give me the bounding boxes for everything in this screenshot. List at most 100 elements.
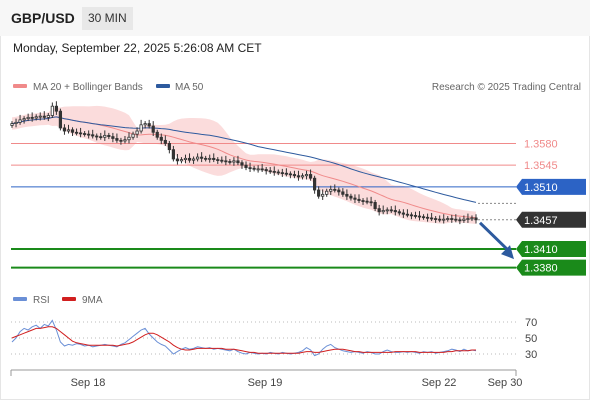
candle — [183, 154, 188, 164]
candles-layer — [10, 101, 478, 225]
candle — [248, 162, 252, 172]
candle — [78, 127, 83, 138]
rsi-ma-legend-label: 9MA — [82, 295, 103, 306]
x-tick-label: Sep 19 — [248, 377, 283, 389]
candle — [107, 132, 111, 140]
candle — [462, 215, 466, 223]
candle — [417, 211, 422, 221]
candle — [70, 127, 75, 136]
candle — [405, 209, 410, 218]
candle — [389, 206, 393, 213]
header-bar: GBP/USD 30 MIN — [0, 0, 590, 36]
symbol-title: GBP/USD — [11, 10, 75, 26]
candle — [333, 184, 337, 193]
x-tick-label: Sep 30 — [488, 377, 523, 389]
candle — [361, 198, 365, 205]
candle — [46, 113, 50, 122]
candle — [341, 188, 345, 197]
levels-layer — [11, 142, 516, 269]
candle — [171, 145, 175, 162]
candle — [26, 113, 30, 122]
candle — [337, 187, 341, 196]
level-tag-support — [516, 240, 586, 257]
candle — [127, 132, 131, 144]
level-label: 1.3545 — [524, 160, 558, 172]
candle — [38, 112, 42, 121]
candle — [280, 168, 284, 177]
candle — [450, 214, 454, 223]
candle — [357, 194, 361, 204]
candle — [66, 124, 71, 134]
candle — [54, 101, 58, 115]
candle — [321, 189, 325, 200]
rsi-tick-label: 70 — [525, 317, 537, 329]
candle — [30, 112, 34, 122]
rsi-ma-legend-swatch — [62, 297, 76, 301]
ma50-legend-swatch — [156, 84, 170, 88]
forecast-arrow-head — [501, 245, 514, 260]
candle — [204, 155, 208, 162]
candle — [111, 132, 115, 143]
candle — [304, 170, 309, 180]
copyright-label: Research © 2025 Trading Central — [432, 82, 581, 93]
moving-average-layer — [11, 116, 477, 219]
candle — [50, 102, 54, 118]
rsi-legend-swatch — [13, 297, 27, 301]
x-axis: Sep 18 Sep 19 Sep 22 Sep 30 — [10, 369, 523, 389]
candle — [220, 156, 224, 164]
rsi-tick-label: 30 — [525, 349, 537, 361]
candle — [353, 194, 357, 204]
timeframe-badge[interactable]: 30 MIN — [82, 7, 133, 30]
candle — [329, 185, 333, 195]
candle — [393, 205, 397, 216]
candle — [325, 188, 329, 197]
candle — [83, 131, 87, 137]
candle — [296, 170, 301, 181]
level-tag-last — [516, 211, 586, 228]
candle — [272, 166, 276, 176]
candle — [385, 207, 389, 215]
level-label: 1.3510 — [524, 182, 558, 194]
candle — [425, 213, 430, 222]
candle — [115, 133, 119, 143]
candle — [216, 157, 220, 164]
candle — [139, 119, 143, 134]
candle — [159, 133, 163, 145]
candle — [369, 196, 373, 207]
level-label: 1.3410 — [524, 244, 558, 256]
candle — [244, 161, 248, 171]
candle — [381, 205, 385, 215]
candle — [34, 114, 38, 121]
candle — [421, 214, 426, 220]
candle — [236, 155, 240, 166]
candle — [143, 121, 147, 129]
candle — [119, 137, 123, 145]
candle — [288, 171, 293, 179]
candle — [74, 128, 79, 136]
candle — [474, 214, 478, 224]
candle — [95, 133, 99, 141]
candle — [446, 216, 450, 222]
candle — [284, 168, 288, 177]
candle — [470, 215, 474, 222]
candle — [397, 209, 401, 216]
candle — [224, 155, 228, 166]
candle — [349, 193, 353, 201]
ma50-legend-label: MA 50 — [175, 82, 204, 93]
candle — [260, 163, 264, 172]
candle — [317, 186, 321, 199]
candle — [308, 169, 313, 181]
candle — [200, 152, 204, 163]
candle — [212, 153, 216, 163]
candle — [99, 132, 103, 140]
candle — [232, 157, 236, 166]
rsi-legend-label: RSI — [33, 295, 50, 306]
candle — [14, 118, 18, 128]
candle — [256, 165, 260, 173]
candle — [167, 140, 171, 154]
candle — [103, 130, 107, 141]
candle — [187, 153, 192, 163]
ma50-line — [11, 116, 477, 203]
x-tick-label: Sep 18 — [71, 377, 106, 389]
